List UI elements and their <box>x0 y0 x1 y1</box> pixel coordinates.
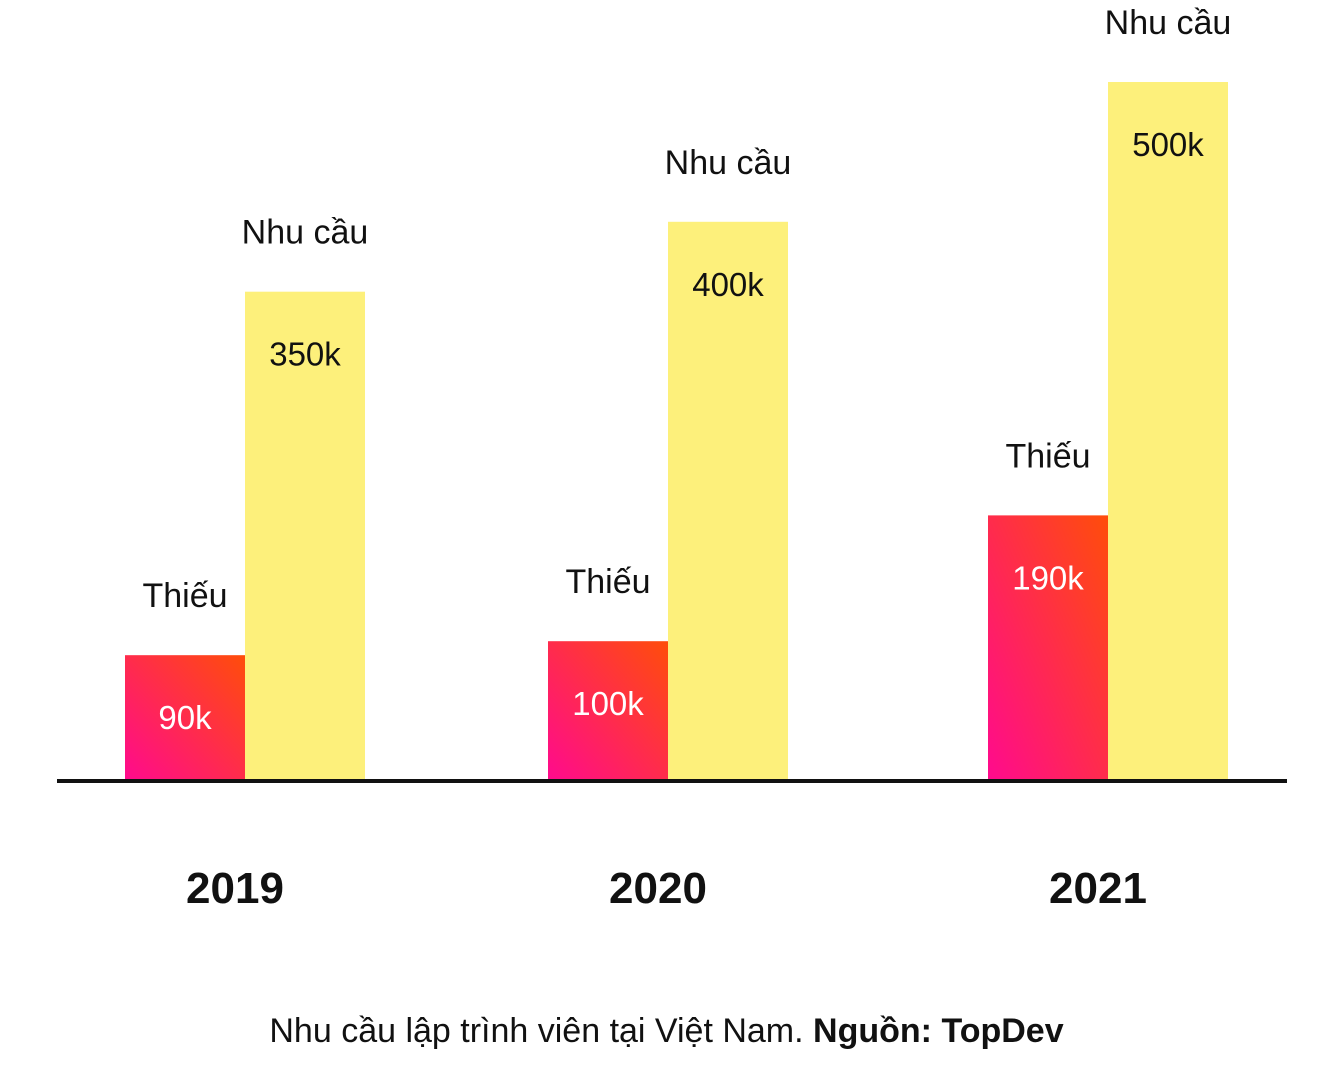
data-label-2019-shortage: 90k <box>158 699 212 736</box>
bar-2020-shortage <box>548 641 668 781</box>
bar-2021-shortage <box>988 515 1108 781</box>
bar-2020-demand <box>668 221 788 782</box>
data-label-2021-demand: 500k <box>1132 126 1204 163</box>
x-tick-label-2019: 2019 <box>186 864 284 913</box>
bar-2019-shortage <box>125 655 245 781</box>
bar-2019-demand <box>245 291 365 781</box>
caption-text: Nhu cầu lập trình viên tại Việt Nam. <box>269 1012 804 1050</box>
series-label-2020-demand: Nhu cầu <box>665 144 792 182</box>
series-label-2019-shortage: Thiếu <box>142 577 227 615</box>
data-label-2020-demand: 400k <box>692 266 764 303</box>
series-label-2021-demand: Nhu cầu <box>1105 4 1232 42</box>
series-label-2020-shortage: Thiếu <box>565 563 650 601</box>
data-label-2019-demand: 350k <box>269 336 341 373</box>
data-label-2021-shortage: 190k <box>1012 559 1084 596</box>
chart-caption: Nhu cầu lập trình viên tại Việt Nam. Ngu… <box>0 1012 1333 1051</box>
bar-2021-demand <box>1108 82 1228 781</box>
x-tick-label-2021: 2021 <box>1049 864 1147 913</box>
data-label-2020-shortage: 100k <box>572 685 644 722</box>
series-label-2019-demand: Nhu cầu <box>242 214 369 252</box>
caption-source: Nguồn: TopDev <box>813 1012 1064 1050</box>
bar-chart: Thiếu Nhu cầu 90k 350k 2019 Thiếu Nhu cầu 100k 4… <box>57 4 1287 913</box>
x-tick-label-2020: 2020 <box>609 864 707 913</box>
series-label-2021-shortage: Thiếu <box>1005 437 1090 475</box>
